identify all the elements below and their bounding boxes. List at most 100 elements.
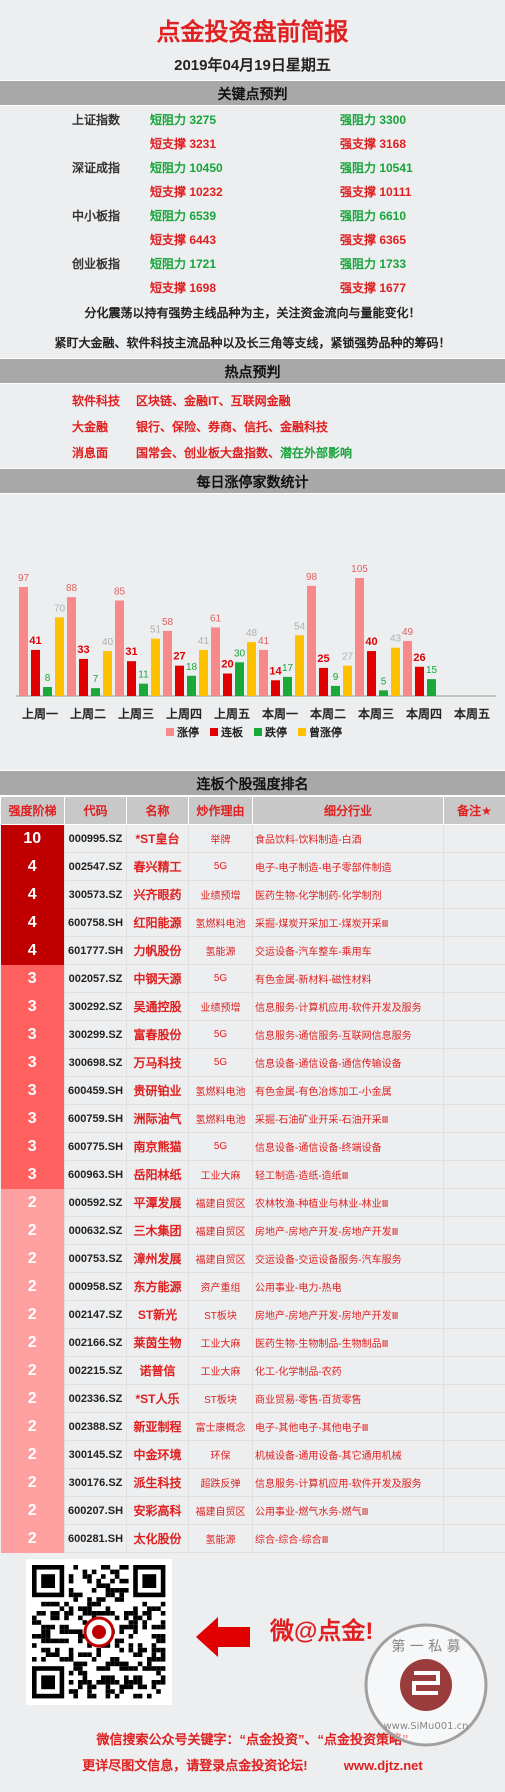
col-header: 名称 [126, 796, 189, 825]
remark [443, 1188, 505, 1217]
bar-value-label: 25 [317, 653, 329, 665]
ranking-row: 2 002166.SZ 莱茵生物 工业大麻 医药生物-生物制品-生物制品Ⅲ [0, 1328, 505, 1357]
bar-涨停 [403, 640, 412, 696]
ranking-row: 3 300292.SZ 吴通控股 业绩预增 信息服务-计算机应用-软件开发及服务 [0, 992, 505, 1021]
short-resistance: 短阻力 6539 [150, 209, 217, 223]
stock-name: 春兴精工 [126, 852, 189, 881]
hot-item-key: 软件科技 [72, 394, 121, 408]
sub-industry: 轻工制造-造纸-造纸Ⅲ [252, 1160, 444, 1189]
hot-item: 消息面 国常会、创业板大盘指数、潜在外部影响 [0, 440, 505, 466]
strength-level: 3 [0, 1160, 65, 1189]
stock-code: 002166.SZ [64, 1328, 127, 1357]
bar-value-label: 51 [150, 625, 162, 636]
hype-reason: ST板块 [188, 1300, 253, 1329]
bar-曾涨停 [103, 651, 112, 696]
stock-code: 300292.SZ [64, 992, 127, 1021]
bar-涨停 [355, 578, 364, 696]
short-support: 短支撑 10232 [150, 185, 223, 199]
strength-level: 2 [0, 1412, 65, 1441]
remark [443, 1132, 505, 1161]
sub-industry: 电子-电子制造-电子零部件制造 [252, 852, 444, 881]
stamp-text: 第 一 私 募 [391, 1638, 460, 1655]
stamp-url: www.SiMu001.cn [384, 1721, 469, 1732]
bar-value-label: 54 [294, 621, 306, 632]
stock-code: 601777.SH [64, 936, 127, 965]
wechat-label: 微@点金! [270, 1618, 374, 1645]
remark [443, 992, 505, 1021]
stock-name: *ST人乐 [126, 1384, 189, 1413]
stock-name: 太化股份 [126, 1524, 189, 1553]
stock-code: 000632.SZ [64, 1216, 127, 1245]
stock-name: 新亚制程 [126, 1412, 189, 1441]
bar-跌停 [283, 676, 292, 696]
remark [443, 1048, 505, 1077]
sub-industry: 信息服务-计算机应用-软件开发及服务 [252, 992, 444, 1021]
remark [443, 1076, 505, 1105]
bar-value-label: 18 [186, 662, 198, 673]
category-label: 本周一 [262, 706, 298, 721]
bar-涨停 [307, 585, 316, 696]
kp-row-support: 短支撑 1698 强支撑 1677 [0, 274, 505, 302]
remark [443, 824, 505, 853]
index-name: 中小板指 [72, 209, 121, 223]
hot-item-value: 国常会、创业板大盘指数、潜在外部影响 [136, 440, 352, 466]
bar-涨停 [211, 627, 220, 696]
remark [443, 1412, 505, 1441]
bar-value-label: 5 [381, 676, 387, 687]
hype-reason: 富士康概念 [188, 1412, 253, 1441]
bar-曾涨停 [151, 638, 160, 696]
legend-label: 曾涨停 [309, 725, 342, 739]
strong-resistance: 强阻力 10541 [340, 161, 413, 175]
stock-name: 岳阳林纸 [126, 1160, 189, 1189]
hype-reason: 5G [188, 1048, 253, 1077]
hype-reason: 环保 [188, 1440, 253, 1469]
hype-reason: 工业大麻 [188, 1356, 253, 1385]
chart-header: 每日涨停家数统计 [0, 468, 505, 494]
ranking-row: 2 002336.SZ *ST人乐 ST板块 商业贸易-零售-百货零售 [0, 1384, 505, 1413]
sub-industry: 采掘-煤炭开采加工-煤炭开采Ⅲ [252, 908, 444, 937]
bar-value-label: 31 [125, 646, 137, 658]
bar-value-label: 26 [413, 652, 425, 664]
legend-label: 涨停 [177, 725, 199, 739]
strength-level: 3 [0, 964, 65, 993]
sub-industry: 信息设备-通信设备-终端设备 [252, 1132, 444, 1161]
hype-reason: 福建自贸区 [188, 1244, 253, 1273]
hot-item: 软件科技 区块链、金融IT、互联网金融 [0, 388, 505, 414]
hot-item-value: 区块链、金融IT、互联网金融 [136, 394, 291, 408]
strong-support: 强支撑 10111 [340, 185, 412, 199]
bar-跌停 [139, 683, 148, 696]
strength-level: 3 [0, 1048, 65, 1077]
sub-industry: 有色金属-有色冶炼加工-小金属 [252, 1076, 444, 1105]
strong-support: 强支撑 1677 [340, 281, 407, 295]
remark [443, 1104, 505, 1133]
strength-level: 2 [0, 1440, 65, 1469]
stock-code: 002057.SZ [64, 964, 127, 993]
bar-value-label: 17 [282, 663, 294, 674]
strong-resistance: 强阻力 3300 [340, 113, 407, 127]
ranking-table: 强度阶梯 代码 名称 炒作理由 细分行业 备注★ 10 000995.SZ *ST皇… [0, 796, 505, 1553]
strength-level: 2 [0, 1300, 65, 1329]
strength-level: 4 [0, 936, 65, 965]
bar-value-label: 85 [114, 586, 126, 597]
bar-value-label: 27 [173, 651, 185, 663]
col-header: 备注★ [443, 796, 505, 825]
hot-item-key: 大金融 [72, 420, 109, 434]
arrow-left-icon [196, 1617, 250, 1657]
ranking-row: 2 600207.SH 安彩高科 福建自贸区 公用事业-燃气水务-燃气Ⅲ [0, 1496, 505, 1525]
qr-code[interactable] [26, 1559, 172, 1705]
sub-industry: 综合-综合-综合Ⅲ [252, 1524, 444, 1553]
strength-level: 2 [0, 1524, 65, 1553]
strength-level: 4 [0, 880, 65, 909]
strong-resistance: 强阻力 1733 [340, 257, 407, 271]
ranking-row: 3 002057.SZ 中钢天源 5G 有色金属-新材料-磁性材料 [0, 964, 505, 993]
footer-forum-link[interactable]: 更详尽图文信息，请登录点金投资论坛! www.djtz.net [82, 1758, 423, 1773]
sub-industry: 商业贸易-零售-百货零售 [252, 1384, 444, 1413]
ranking-row: 2 600281.SH 太化股份 氢能源 综合-综合-综合Ⅲ [0, 1524, 505, 1553]
remark [443, 964, 505, 993]
bar-跌停 [187, 675, 196, 696]
sub-industry: 机械设备-通用设备-其它通用机械 [252, 1440, 444, 1469]
short-support: 短支撑 1698 [150, 281, 217, 295]
stock-code: 600207.SH [64, 1496, 127, 1525]
stock-code: 300176.SZ [64, 1468, 127, 1497]
bar-value-label: 9 [333, 672, 339, 683]
